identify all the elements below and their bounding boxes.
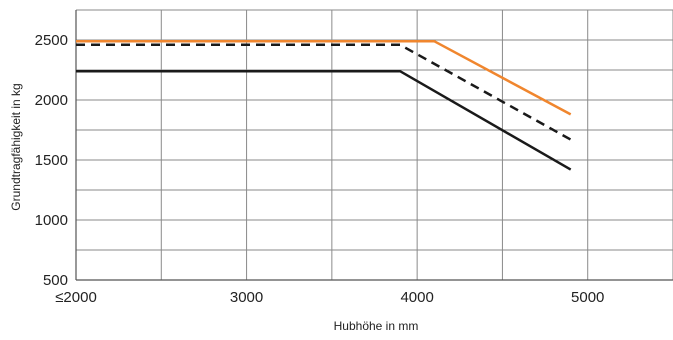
series-line-2	[76, 69, 572, 171]
x-tick-label-1: 3000	[230, 289, 263, 306]
y-axis-label: Grundtragfähigkeit in kg	[9, 83, 23, 210]
grid	[75, 9, 673, 281]
y-tick-label-1: 1000	[35, 212, 68, 229]
series-layer	[76, 39, 572, 171]
y-tick-label-2: 1500	[35, 152, 68, 169]
y-tick-label-0: 500	[43, 272, 68, 289]
y-tick-label-4: 2500	[35, 32, 68, 49]
x-tick-label-3: 5000	[571, 289, 604, 306]
x-tick-label-0: ≤2000	[55, 289, 97, 306]
series-line-1	[76, 43, 572, 141]
x-tick-label-2: 4000	[400, 289, 433, 306]
tick-labels: ≤2000 3000 4000 5000 500 1000 1500 2000 2500	[35, 32, 605, 306]
x-axis-label: Hubhöhe in mm	[334, 319, 419, 333]
series-line-0	[76, 39, 572, 116]
y-tick-label-3: 2000	[35, 92, 68, 109]
